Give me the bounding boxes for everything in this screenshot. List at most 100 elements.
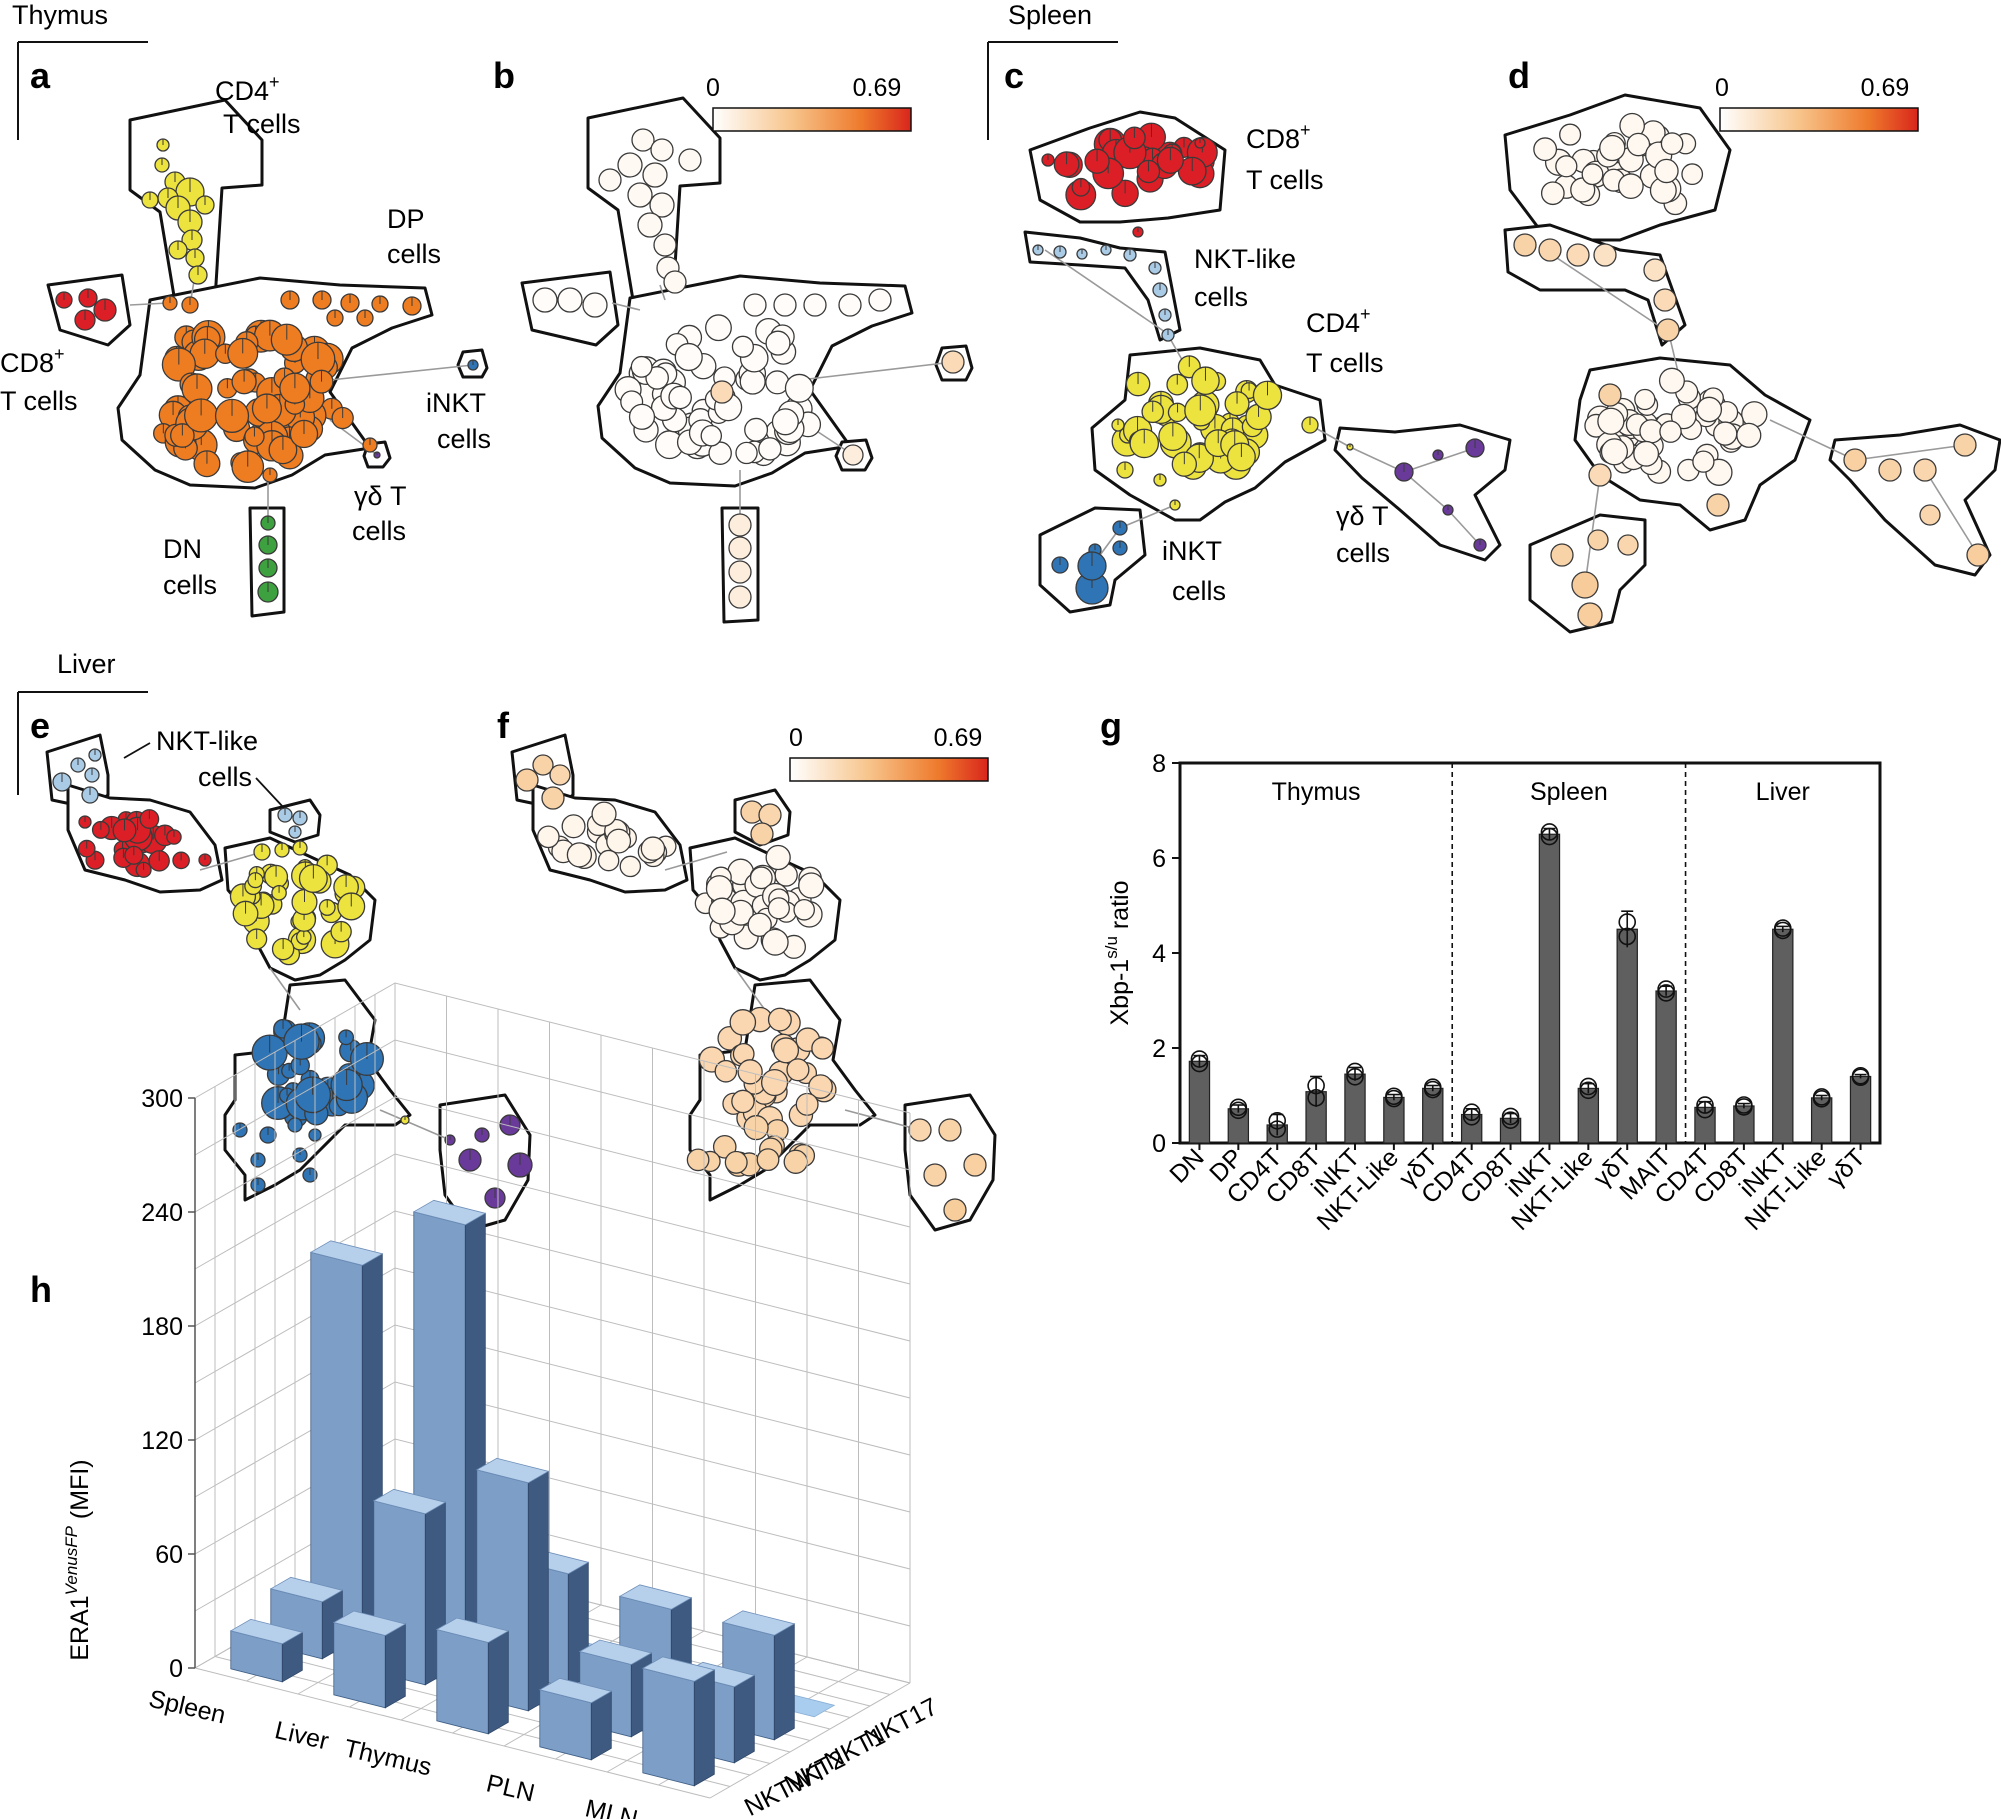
b-node xyxy=(532,287,558,313)
panel-e-tree xyxy=(45,733,533,1232)
b-node xyxy=(628,403,656,430)
y-tick-label: 0 xyxy=(1152,1130,1166,1158)
data-point xyxy=(1190,1054,1209,1073)
tissue-axis-label: Thymus xyxy=(341,1734,434,1781)
label-spleen-gd-t-cells: γδ T xyxy=(1336,501,1389,531)
data-point xyxy=(1462,1107,1481,1126)
b-edge xyxy=(611,302,641,311)
d-node xyxy=(1706,493,1730,517)
grid-line xyxy=(194,1324,911,1456)
f-node xyxy=(712,1135,737,1159)
callout-line-right xyxy=(255,777,285,809)
f-node xyxy=(561,814,586,839)
panel-a-tree xyxy=(46,98,489,618)
data-point xyxy=(1773,921,1792,940)
label-spleen-nktlike-cells: NKT-like xyxy=(1194,244,1296,274)
panel-d-tree xyxy=(1503,93,2001,634)
d-node xyxy=(1843,448,1867,472)
data-point xyxy=(1579,1081,1598,1100)
tissue-axis-label: PLN xyxy=(484,1769,538,1807)
f-node xyxy=(808,1074,833,1099)
f-node xyxy=(515,768,539,792)
data-point xyxy=(1540,827,1559,846)
label-cd4-t-cells-line2: T cells xyxy=(223,109,301,139)
a-edge xyxy=(129,302,169,306)
panel-c-labels: CD8+ T cells NKT-like cells CD4+ T cells… xyxy=(1162,120,1390,606)
chart-h-bars xyxy=(229,1199,836,1787)
bar3d-top xyxy=(578,1639,653,1665)
label-spleen-inkt-cells-line2: cells xyxy=(1172,576,1226,606)
b-node xyxy=(784,373,814,403)
b-node xyxy=(668,385,692,410)
label-gd-t-cells-line2: cells xyxy=(352,516,406,546)
group-label: Liver xyxy=(1756,778,1810,806)
chart-g-y-label: Xbp-1s/u ratio xyxy=(1102,881,1134,1026)
d-node xyxy=(1540,181,1565,206)
bar3d xyxy=(435,1617,510,1735)
colorbar-max: 0.69 xyxy=(934,724,983,752)
tissue-axis-label: MLN xyxy=(583,1794,641,1819)
f-node xyxy=(761,928,789,956)
bar3d-top xyxy=(309,1240,384,1266)
data-point xyxy=(1307,1076,1325,1095)
f-node xyxy=(532,754,554,776)
b-node xyxy=(771,408,799,436)
b-node xyxy=(650,138,674,162)
f-node xyxy=(783,1149,808,1174)
b-node xyxy=(739,368,766,395)
colorbar-gradient xyxy=(712,107,912,132)
d-node xyxy=(1571,571,1599,599)
colorbar-max: 0.69 xyxy=(853,74,902,102)
grid-line xyxy=(194,1153,911,1285)
bar xyxy=(1538,833,1561,1144)
b-node xyxy=(674,342,703,372)
c-edge xyxy=(1044,249,1166,333)
bar3d-front xyxy=(310,1251,363,1637)
b-node xyxy=(941,350,965,374)
y-tick-label: 4 xyxy=(1152,940,1166,968)
callout-line-left xyxy=(123,742,151,759)
d-edge xyxy=(1769,419,1856,461)
tissue-axis-label: Spleen xyxy=(146,1685,228,1730)
b-node xyxy=(708,441,732,465)
bar3d xyxy=(641,1656,716,1787)
f-node xyxy=(640,836,666,861)
bar3d-side xyxy=(693,1669,715,1787)
f-node xyxy=(606,828,632,854)
panel-c-tree xyxy=(1023,110,1512,614)
bar3d-front xyxy=(333,1621,386,1709)
d-edge xyxy=(1544,249,1666,331)
d-node xyxy=(1566,243,1590,267)
bar3d xyxy=(229,1618,304,1683)
c-edge xyxy=(1403,471,1449,511)
bar xyxy=(1577,1087,1600,1144)
bar3d-top xyxy=(538,1677,613,1704)
d-node xyxy=(1736,422,1762,448)
f-node xyxy=(811,1036,834,1060)
bar xyxy=(1422,1087,1444,1144)
b-node xyxy=(758,437,782,461)
c-edge xyxy=(1119,504,1176,529)
panel-label-e: e xyxy=(30,705,50,746)
tissue-label-liver: Liver xyxy=(57,649,116,679)
colorbar-min: 0 xyxy=(706,74,720,102)
data-point xyxy=(1462,1103,1481,1122)
colorbar-max: 0.69 xyxy=(1861,74,1910,102)
label-inkt-cells-line2: cells xyxy=(437,424,491,454)
d-node xyxy=(1656,318,1680,342)
d-node xyxy=(1550,543,1574,567)
bar3d xyxy=(538,1677,613,1761)
d-node xyxy=(1559,123,1582,146)
b-node xyxy=(743,293,767,317)
f-node xyxy=(767,897,790,920)
grid-line xyxy=(194,1039,911,1171)
d-node xyxy=(1633,440,1660,467)
z-tick-label: 60 xyxy=(155,1541,183,1569)
group-label: Thymus xyxy=(1272,778,1361,806)
d-node xyxy=(1598,383,1622,407)
d-node xyxy=(1681,163,1704,186)
d-node xyxy=(1713,421,1738,446)
panel-label-b: b xyxy=(493,55,515,96)
bar3d-top xyxy=(475,1457,550,1484)
cluster-outline-gd-spleen xyxy=(1333,423,1512,562)
